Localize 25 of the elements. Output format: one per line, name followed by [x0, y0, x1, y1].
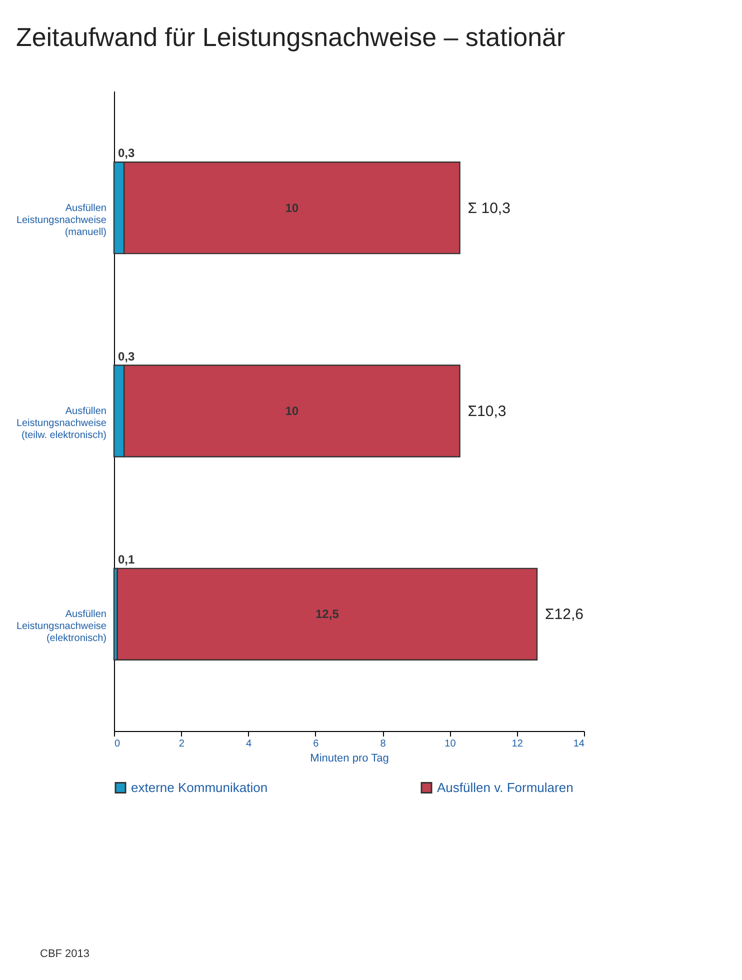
total-label: Σ12,6 [545, 606, 584, 624]
data-label: 12,5 [316, 607, 340, 622]
x-tick-label: 12 [512, 738, 524, 750]
y-tick-label: Ausfüllen Leistungsnachweise (manuell) [16, 202, 107, 238]
data-label: 0,3 [118, 349, 136, 364]
total-label: Σ10,3 [468, 403, 506, 420]
y-tick-label: Ausfüllen Leistungsnachweise (teilw. elektronisch) [16, 406, 107, 441]
y-tick-label: Ausfüllen Leistungsnachweise (elektronisch) [16, 609, 107, 644]
x-tick-label: 4 [246, 738, 252, 750]
x-tick-label: 14 [573, 738, 585, 750]
data-label: 0,1 [118, 552, 136, 566]
data-label: 10 [285, 200, 299, 215]
x-tick-label: 8 [380, 738, 386, 750]
chart-title: Zeitaufwand für Leistungsnachweise – stationär [16, 22, 566, 52]
x-tick-label: 10 [444, 738, 456, 750]
data-label: 0,3 [118, 146, 136, 160]
x-tick-label: 2 [178, 738, 185, 750]
text: CBF 2013 [40, 948, 90, 960]
x-tick-label: 6 [313, 738, 320, 750]
x-tick-label: 0 [114, 738, 120, 750]
total-label: Σ 10,3 [468, 200, 510, 217]
legend-label: Ausfüllen v. Formularen [437, 780, 574, 795]
data-label: 10 [285, 404, 299, 418]
x-axis-title: Minuten pro Tag [310, 752, 389, 764]
legend-label: externe Kommunikation [131, 780, 268, 795]
